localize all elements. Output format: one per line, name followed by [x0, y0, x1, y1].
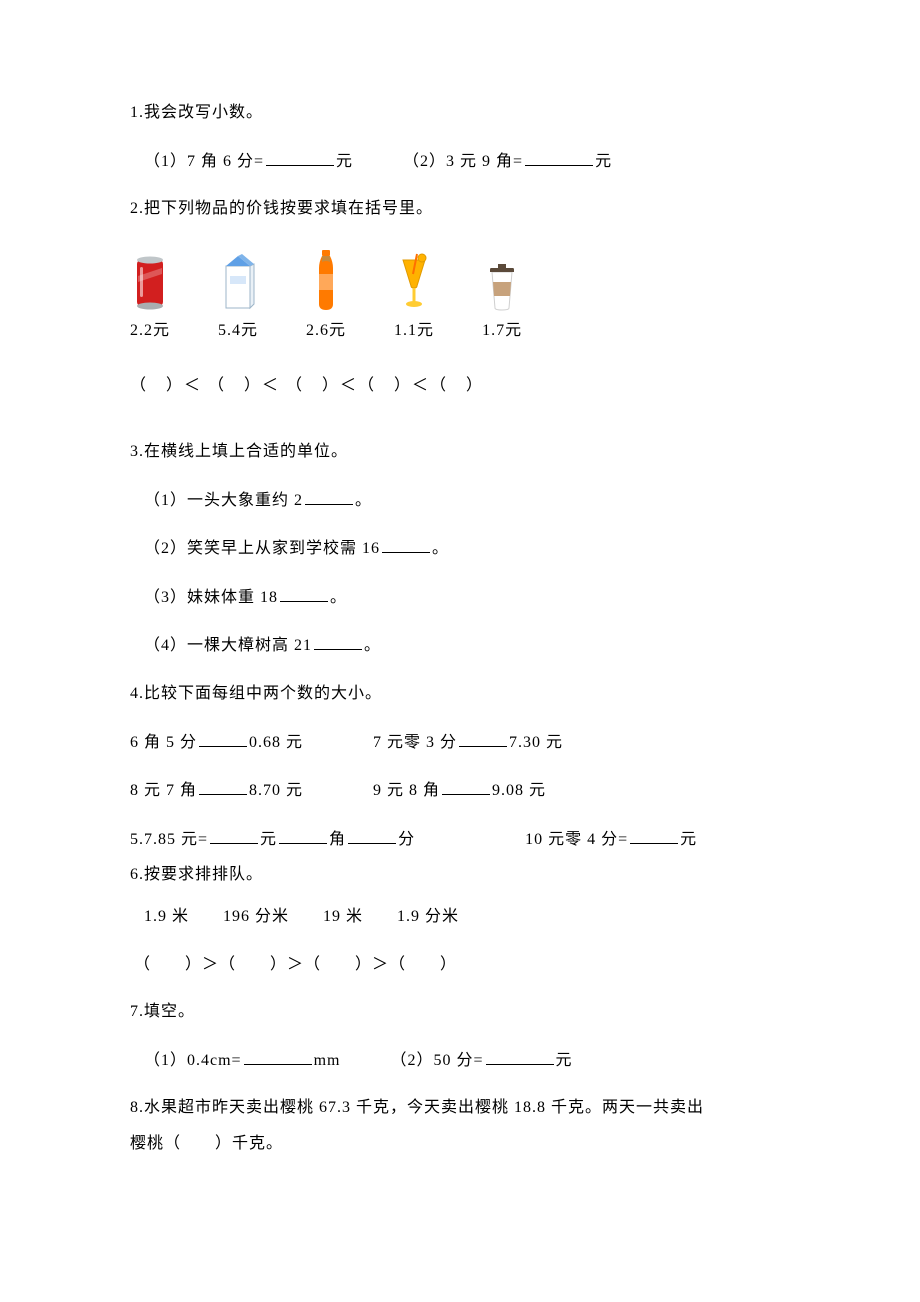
q7-a-left: （1）0.4cm=	[144, 1052, 242, 1069]
item-coffee: 1.7元	[482, 250, 522, 344]
q1-a-blank[interactable]	[266, 148, 334, 166]
q3-d: （4）一棵大樟树高 21 。	[144, 632, 790, 659]
item-juice: 1.1元	[394, 250, 434, 344]
juice-glass-icon	[397, 252, 431, 312]
q7-b-blank[interactable]	[486, 1047, 554, 1065]
item-juice-price: 1.1元	[394, 318, 434, 344]
soda-bottle-icon	[313, 248, 339, 312]
q2-title: 2.把下列物品的价钱按要求填在括号里。	[130, 196, 790, 222]
cola-can-icon	[135, 254, 165, 312]
q1-b-text: （2）3 元 9 角=	[403, 153, 523, 170]
q5: 5.7.85 元= 元 角 分 10 元零 4 分= 元	[130, 826, 790, 853]
q4-r2a-right: 8.70 元	[249, 782, 303, 799]
q3-b-period: 。	[432, 540, 449, 557]
q1-a-text: （1）7 角 6 分=	[144, 153, 264, 170]
item-milk: 5.4元	[218, 250, 258, 344]
q5-b-blank[interactable]	[630, 826, 678, 844]
item-cola-price: 2.2元	[130, 318, 170, 344]
q7-b-unit: 元	[556, 1052, 573, 1069]
q4-r1b-blank[interactable]	[459, 729, 507, 747]
q3-a: （1）一头大象重约 2 。	[144, 487, 790, 514]
q5-a-left: 5.7.85 元=	[130, 831, 208, 848]
q6-order[interactable]: （ ）＞（ ）＞（ ）＞（ ）	[134, 952, 790, 978]
q4-row1: 6 角 5 分 0.68 元 7 元零 3 分 7.30 元	[130, 729, 790, 756]
q4-r1b-left: 7 元零 3 分	[373, 734, 457, 751]
q1-b-unit: 元	[595, 153, 612, 170]
q4-r1b-right: 7.30 元	[509, 734, 563, 751]
q3-a-text: （1）一头大象重约 2	[144, 492, 303, 509]
q7-title: 7.填空。	[130, 999, 790, 1025]
q4-r2a-blank[interactable]	[199, 777, 247, 795]
q3-c-period: 。	[330, 589, 347, 606]
q4-r2b-blank[interactable]	[442, 777, 490, 795]
q3-b: （2）笑笑早上从家到学校需 16 。	[144, 535, 790, 562]
q3-title: 3.在横线上填上合适的单位。	[130, 439, 790, 465]
q1-sub: （1）7 角 6 分= 元 （2）3 元 9 角= 元	[144, 148, 790, 175]
q2-items: 2.2元 5.4元	[130, 250, 790, 344]
q7-a-blank[interactable]	[244, 1047, 312, 1065]
q4-row2: 8 元 7 角 8.70 元 9 元 8 角 9.08 元	[130, 777, 790, 804]
q4-r2b-right: 9.08 元	[492, 782, 546, 799]
q3-a-period: 。	[355, 492, 372, 509]
q3-c: （3）妹妹体重 18 。	[144, 584, 790, 611]
q5-a-blank3[interactable]	[348, 826, 396, 844]
q7-a-unit: mm	[314, 1052, 341, 1069]
q5-b-left: 10 元零 4 分=	[525, 831, 628, 848]
item-coffee-price: 1.7元	[482, 318, 522, 344]
q3-d-text: （4）一棵大樟树高 21	[144, 637, 312, 654]
q4-r1a-blank[interactable]	[199, 729, 247, 747]
q4-title: 4.比较下面每组中两个数的大小。	[130, 681, 790, 707]
item-milk-price: 5.4元	[218, 318, 258, 344]
q4-r1a-right: 0.68 元	[249, 734, 303, 751]
q3-d-blank[interactable]	[314, 632, 362, 650]
q3-d-period: 。	[364, 637, 381, 654]
q5-a-u3: 分	[398, 831, 415, 848]
q8-line2[interactable]: 樱桃（ ）千克。	[130, 1131, 790, 1157]
q8-line1: 8.水果超市昨天卖出樱桃 67.3 千克，今天卖出樱桃 18.8 千克。两天一共…	[130, 1095, 790, 1121]
q7-row: （1）0.4cm= mm （2）50 分= 元	[144, 1047, 790, 1074]
item-soda: 2.6元	[306, 250, 346, 344]
q7-b-left: （2）50 分=	[390, 1052, 483, 1069]
q4-r2a-left: 8 元 7 角	[130, 782, 197, 799]
q3-b-blank[interactable]	[382, 535, 430, 553]
q3-b-text: （2）笑笑早上从家到学校需 16	[144, 540, 380, 557]
q6-title: 6.按要求排排队。	[130, 862, 790, 888]
coffee-cup-icon	[486, 260, 518, 312]
worksheet-page: 1.我会改写小数。 （1）7 角 6 分= 元 （2）3 元 9 角= 元 2.把下…	[0, 0, 920, 1268]
q1-a-unit: 元	[336, 153, 353, 170]
q4-r2b-left: 9 元 8 角	[373, 782, 440, 799]
q3-c-blank[interactable]	[280, 584, 328, 602]
q5-b-unit: 元	[680, 831, 697, 848]
q5-a-u2: 角	[329, 831, 346, 848]
q3-a-blank[interactable]	[305, 487, 353, 505]
q1-b-blank[interactable]	[525, 148, 593, 166]
q5-a-blank1[interactable]	[210, 826, 258, 844]
q5-a-u1: 元	[260, 831, 277, 848]
q6-values: 1.9 米 196 分米 19 米 1.9 分米	[144, 904, 790, 930]
q5-a-blank2[interactable]	[279, 826, 327, 844]
q2-order[interactable]: （ ）＜ （ ）＜ （ ）＜（ ）＜（ ）	[130, 373, 790, 399]
q1-title: 1.我会改写小数。	[130, 100, 790, 126]
milk-carton-icon	[220, 250, 256, 312]
q4-r1a-left: 6 角 5 分	[130, 734, 197, 751]
q3-c-text: （3）妹妹体重 18	[144, 589, 278, 606]
item-soda-price: 2.6元	[306, 318, 346, 344]
item-cola: 2.2元	[130, 250, 170, 344]
